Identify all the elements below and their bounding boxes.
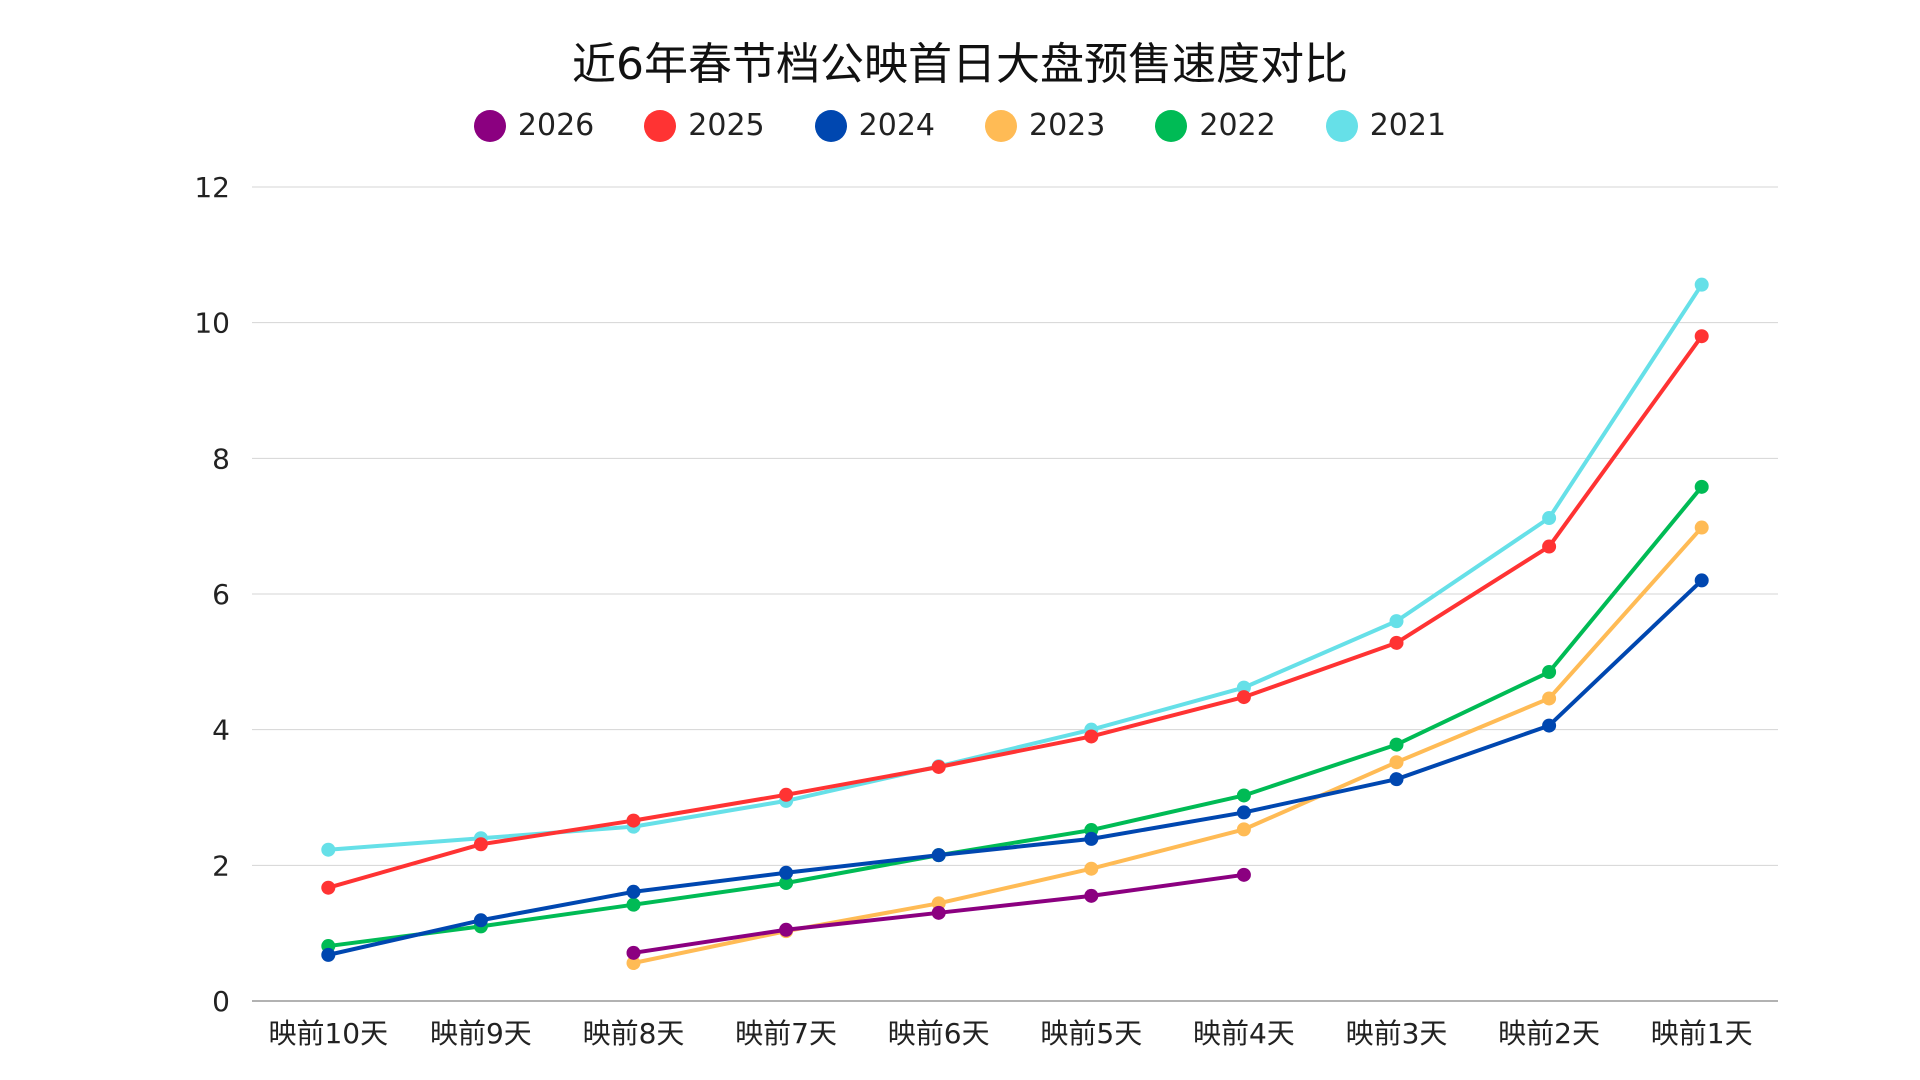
legend-label: 2021 [1369,108,1447,143]
data-point[interactable] [1389,737,1404,752]
y-tick-label: 4 [212,714,230,747]
data-point[interactable] [1542,665,1557,680]
x-tick-label: 映前7天 [735,1017,837,1050]
y-tick-label: 8 [212,442,230,475]
data-point[interactable] [931,759,946,774]
data-point[interactable] [1694,520,1709,535]
data-point[interactable] [321,842,336,857]
data-point[interactable] [626,945,641,960]
legend-marker-icon [1325,109,1358,142]
x-tick-label: 映前9天 [430,1017,532,1050]
data-point[interactable] [626,897,641,912]
series-line [327,335,1704,890]
data-point[interactable] [1389,614,1404,629]
data-point[interactable] [1542,511,1557,526]
legend-item[interactable]: 2024 [814,108,935,143]
legend-item[interactable]: 2021 [1325,108,1447,143]
y-tick-label: 0 [212,985,230,1018]
legend-label: 2022 [1199,108,1276,143]
data-point[interactable] [626,813,641,828]
data-point[interactable] [779,922,794,937]
legend-item[interactable]: 2025 [644,108,765,143]
x-tick-label: 映前3天 [1346,1017,1448,1050]
data-point[interactable] [1084,888,1099,903]
legend-item[interactable]: 2022 [1155,108,1276,143]
legend-label: 2023 [1029,108,1106,143]
data-point[interactable] [1694,573,1709,588]
y-tick-label: 6 [212,578,230,611]
series-line [328,283,1704,852]
data-point[interactable] [473,837,488,852]
x-tick-label: 映前6天 [888,1017,990,1050]
chart-title: 近6年春节档公映首日大盘预售速度对比 [572,39,1348,90]
data-point[interactable] [1236,788,1251,803]
data-point[interactable] [1542,718,1557,733]
series-2024 [321,573,1709,962]
data-point[interactable] [1694,479,1709,494]
legend-marker-icon [985,109,1017,142]
x-tick-label: 映前1天 [1651,1017,1753,1050]
x-tick-label: 映前2天 [1498,1017,1600,1050]
legend-marker-icon [1155,109,1188,142]
legend: 2026 2025 2024 2023 2022 2021 [0,108,1920,143]
data-point[interactable] [1542,539,1557,554]
data-point[interactable] [1694,277,1709,292]
legend-marker-icon [814,109,847,142]
data-point[interactable] [1236,867,1251,882]
y-tick-label: 10 [194,307,230,340]
legend-label: 2026 [517,108,595,143]
data-point[interactable] [1542,691,1557,706]
data-point[interactable] [1694,329,1709,344]
y-tick-label: 12 [194,171,230,204]
legend-item[interactable]: 2023 [985,108,1105,143]
data-point[interactable] [931,905,946,920]
data-point[interactable] [1389,635,1404,650]
data-point[interactable] [931,848,946,863]
data-point[interactable] [626,956,641,971]
data-point[interactable] [626,884,641,899]
x-tick-label: 映前8天 [583,1017,685,1050]
data-point[interactable] [779,865,794,880]
data-point[interactable] [473,913,488,928]
x-tick-label: 映前5天 [1040,1017,1142,1050]
legend-label: 2025 [688,108,765,143]
legend-label: 2024 [858,108,935,143]
data-point[interactable] [1084,861,1099,876]
series-2023 [626,520,1709,971]
data-point[interactable] [779,787,794,802]
legend-marker-icon [644,109,677,142]
series-2026 [626,867,1251,960]
x-tick-label: 映前4天 [1193,1017,1295,1050]
data-point[interactable] [1389,755,1404,770]
legend-marker-icon [473,109,506,142]
series-2025 [321,329,1709,895]
data-point[interactable] [1236,822,1251,837]
series-line [328,485,1704,949]
data-point[interactable] [321,947,336,962]
series-line [327,578,1704,957]
data-point[interactable] [1236,690,1251,705]
data-point[interactable] [1084,831,1099,846]
data-point[interactable] [1236,805,1251,820]
data-point[interactable] [779,875,794,890]
data-point[interactable] [1084,729,1099,744]
data-point[interactable] [1389,772,1404,787]
series-2021 [321,277,1709,857]
data-point[interactable] [321,880,336,895]
x-tick-label: 映前10天 [268,1017,388,1050]
legend-item[interactable]: 2026 [473,108,595,143]
y-tick-label: 2 [212,849,230,882]
series-line [633,526,1704,965]
